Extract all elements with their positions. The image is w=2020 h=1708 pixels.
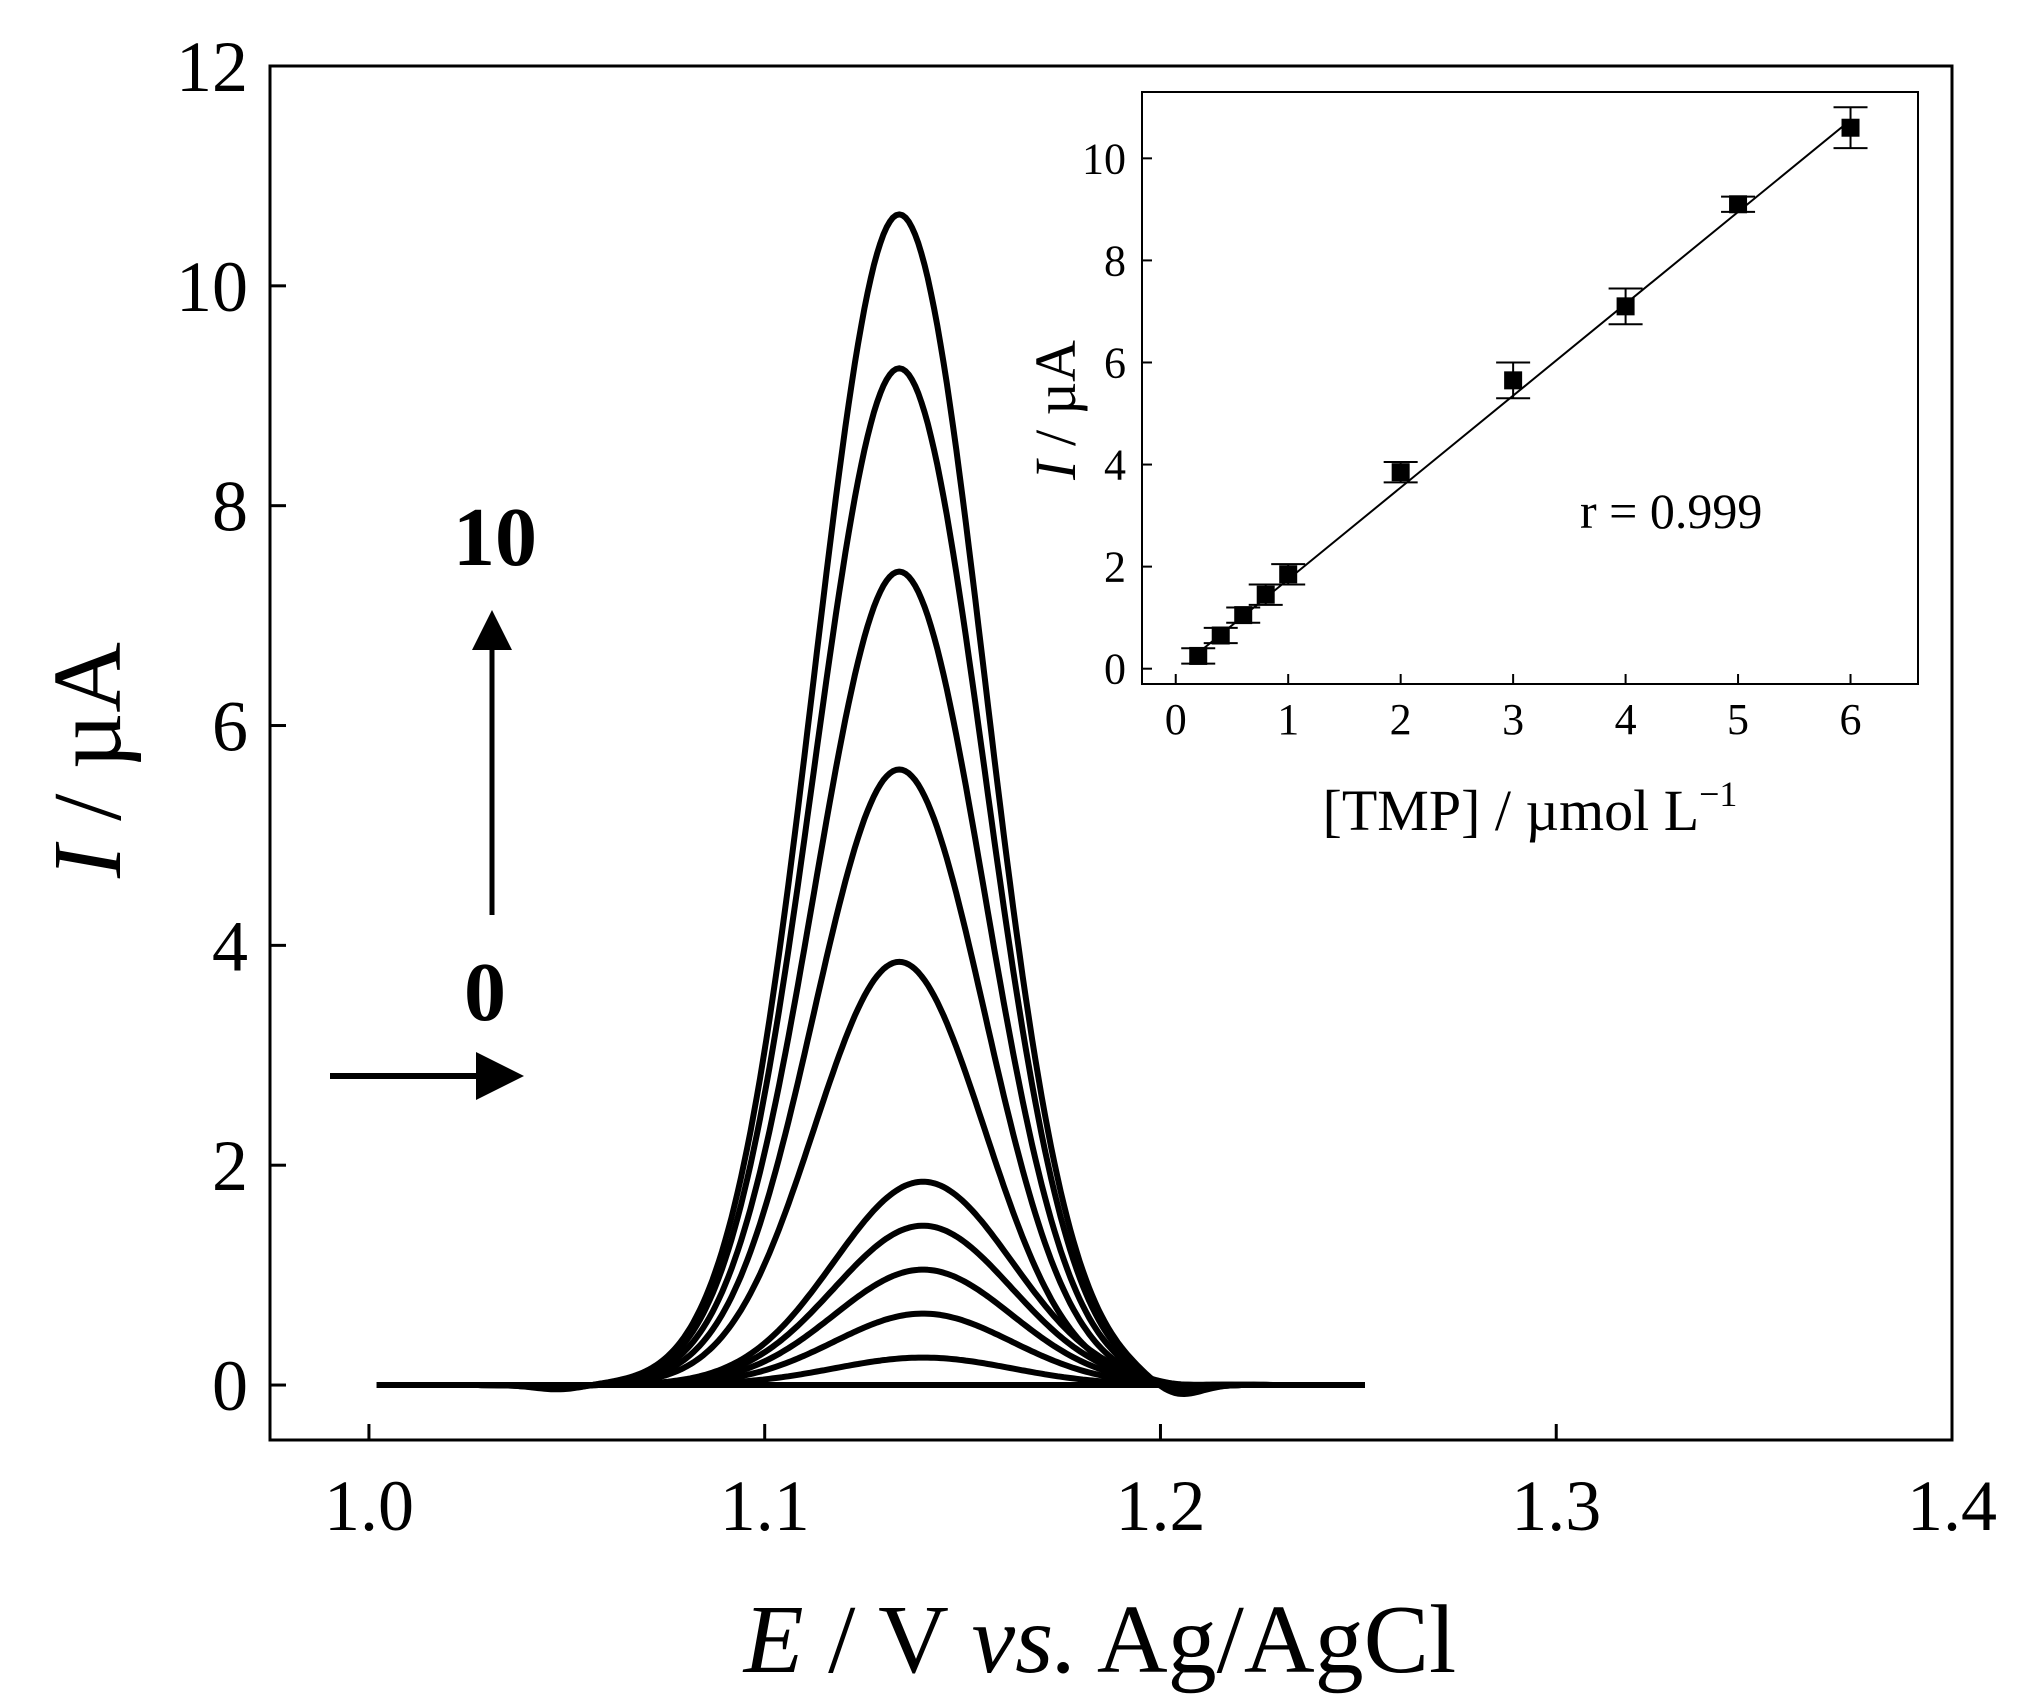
inset-x-axis-label: [TMP] / µmol L−1 bbox=[1323, 774, 1738, 843]
inset-correlation-annotation: r = 0.999 bbox=[1580, 483, 1762, 539]
inset-data-point bbox=[1496, 361, 1531, 400]
main-x-label-vs: vs. bbox=[972, 1586, 1078, 1694]
inset-data-point bbox=[1833, 106, 1868, 150]
main-x-label-unit: / V bbox=[804, 1586, 972, 1694]
main-y-label-unit: / µA bbox=[34, 642, 142, 846]
inset-marker bbox=[1211, 626, 1230, 645]
inset-x-tick-label: 4 bbox=[1615, 695, 1637, 744]
inset-data-point bbox=[1203, 626, 1238, 645]
main-x-axis-label: E / V vs. Ag/AgCl bbox=[742, 1586, 1456, 1694]
main-x-label-symbol: E bbox=[742, 1586, 804, 1694]
inset-marker bbox=[1279, 565, 1298, 584]
main-y-tick-label: 2 bbox=[212, 1126, 248, 1206]
voltammogram-curve-1 bbox=[376, 1354, 1365, 1389]
inset-marker bbox=[1841, 118, 1860, 137]
voltammogram-curve-2 bbox=[376, 1310, 1365, 1389]
main-x-tick-label: 1.0 bbox=[324, 1466, 414, 1546]
inset-marker bbox=[1256, 585, 1275, 604]
inset-data-point bbox=[1271, 563, 1306, 586]
main-y-tick-label: 10 bbox=[176, 247, 248, 327]
inset-x-tick-label: 2 bbox=[1390, 695, 1412, 744]
inset-y-tick-label: 10 bbox=[1082, 134, 1126, 183]
main-plot-frame bbox=[268, 64, 1954, 1442]
voltammogram-curve-10 bbox=[376, 211, 1365, 1397]
inset-x-tick-label: 6 bbox=[1840, 695, 1862, 744]
main-y-tick-label: 8 bbox=[212, 467, 248, 547]
inset-x-tick-label: 5 bbox=[1727, 695, 1749, 744]
inset-x-tick-label: 0 bbox=[1165, 695, 1187, 744]
main-x-ticks: 1.0 1.1 1.2 1.3 1.4 bbox=[324, 1424, 1997, 1546]
main-x-tick-label: 1.1 bbox=[720, 1466, 810, 1546]
main-x-tick-label: 1.3 bbox=[1511, 1466, 1601, 1546]
inset-data-point bbox=[1721, 195, 1756, 214]
main-x-label-ref: Ag/AgCl bbox=[1078, 1586, 1456, 1694]
inset-data-point bbox=[1226, 606, 1261, 625]
inset-y-label-symbol: I bbox=[1023, 458, 1088, 481]
inset-marker bbox=[1234, 606, 1253, 625]
inset-x-label-exponent: −1 bbox=[1699, 774, 1737, 814]
inset-marker bbox=[1189, 646, 1208, 665]
inset-data-point bbox=[1608, 287, 1643, 326]
inset-marker bbox=[1391, 463, 1410, 482]
inset-y-label-unit: / µA bbox=[1023, 340, 1088, 461]
inset-chart: 0 1 2 3 4 5 6 0 2 4 6 8 10 r = 0.999 [TMP] / µmol L… bbox=[1023, 91, 1919, 843]
inset-y-tick-label: 8 bbox=[1104, 236, 1126, 285]
inset-y-ticks: 0 2 4 6 8 10 bbox=[1082, 134, 1152, 694]
inset-y-tick-label: 0 bbox=[1104, 645, 1126, 694]
main-y-label-symbol: I bbox=[34, 841, 142, 879]
main-y-tick-label: 4 bbox=[212, 906, 248, 986]
concentration-label-top: 10 bbox=[453, 491, 537, 584]
inset-marker bbox=[1504, 371, 1523, 390]
main-y-tick-label: 0 bbox=[212, 1346, 248, 1426]
inset-y-tick-label: 6 bbox=[1104, 338, 1126, 387]
inset-points bbox=[1181, 106, 1868, 665]
main-x-tick-label: 1.2 bbox=[1115, 1466, 1205, 1546]
main-y-ticks: 0 2 4 6 8 10 12 bbox=[176, 27, 286, 1426]
inset-data-point bbox=[1383, 461, 1418, 484]
voltammogram-curve-7 bbox=[376, 766, 1365, 1393]
inset-data-point bbox=[1181, 646, 1216, 665]
inset-marker bbox=[1729, 195, 1748, 214]
main-y-axis-label: I / µA bbox=[34, 642, 142, 879]
inset-x-label-text: [TMP] / µmol L bbox=[1323, 778, 1700, 843]
main-x-tick-label: 1.4 bbox=[1907, 1466, 1997, 1546]
inset-y-tick-label: 2 bbox=[1104, 543, 1126, 592]
inset-y-axis-label: I / µA bbox=[1023, 340, 1088, 481]
inset-x-ticks: 0 1 2 3 4 5 6 bbox=[1165, 674, 1862, 744]
inset-y-tick-label: 4 bbox=[1104, 441, 1126, 490]
voltammogram-curve-5 bbox=[376, 1178, 1365, 1389]
concentration-arrow: 10 0 bbox=[453, 491, 537, 1039]
concentration-label-bottom: 0 bbox=[464, 946, 506, 1039]
main-y-tick-label: 12 bbox=[176, 27, 248, 107]
inset-x-tick-label: 3 bbox=[1502, 695, 1524, 744]
inset-marker bbox=[1616, 297, 1635, 316]
main-y-tick-label: 6 bbox=[212, 687, 248, 767]
inset-x-tick-label: 1 bbox=[1277, 695, 1299, 744]
main-curves bbox=[376, 211, 1365, 1397]
